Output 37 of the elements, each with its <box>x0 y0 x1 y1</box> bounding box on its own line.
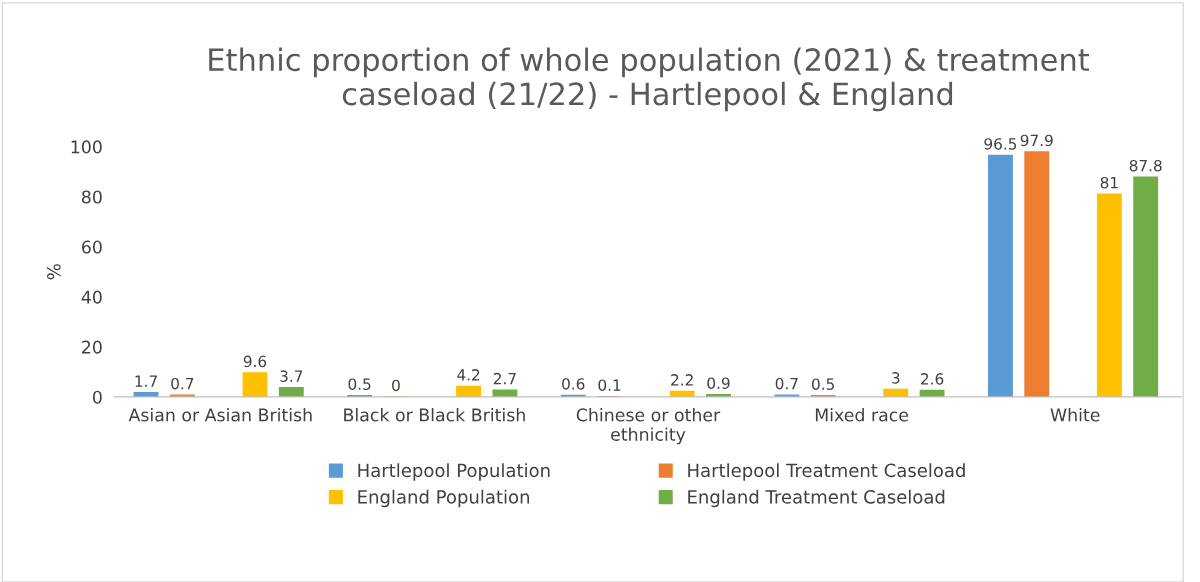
data-label: 3.7 <box>280 370 303 382</box>
x-tick-label: Chinese or other ethnicity <box>576 408 721 445</box>
x-tick-label: Asian or Asian British <box>128 408 312 422</box>
data-label: 4.2 <box>457 369 480 381</box>
data-label: 97.9 <box>1020 134 1053 147</box>
data-label: 0.5 <box>812 378 834 390</box>
data-label: 0 <box>392 379 400 392</box>
data-label: 1.7 <box>135 375 157 387</box>
x-tick-label: White <box>1050 408 1100 422</box>
data-label: 0.5 <box>348 378 371 390</box>
legend-label: England Population <box>358 489 529 508</box>
y-tick-label: 60 <box>82 240 102 254</box>
y-axis-title: % <box>47 264 61 280</box>
data-label: 96.5 <box>984 138 1017 150</box>
data-label: 0.7 <box>171 377 194 390</box>
data-label: 2.7 <box>493 372 516 385</box>
data-label: 0.6 <box>562 378 585 390</box>
y-tick-label: 80 <box>81 190 102 204</box>
legend-label: Hartlepool Population <box>358 463 550 481</box>
data-label: 81 <box>1100 176 1118 189</box>
chart-title: Ethnic proportion of whole population (2021) & treatment caseload (21/22) - Hartlepool & England <box>209 47 1090 112</box>
y-tick-label: 20 <box>82 340 102 354</box>
legend-label: Hartlepool Treatment Caseload <box>688 463 965 481</box>
y-tick-label: 0 <box>92 390 102 404</box>
data-label: 87.8 <box>1129 159 1162 172</box>
data-label: 0.9 <box>707 377 730 389</box>
data-label: 3 <box>892 372 900 384</box>
data-label: 2.6 <box>921 373 944 385</box>
x-tick-label: Black or Black British <box>344 408 525 422</box>
data-label: 0.1 <box>598 379 621 391</box>
data-label: 0.7 <box>775 377 798 390</box>
y-tick-label: 40 <box>81 290 102 304</box>
x-tick-label: Mixed race <box>815 408 909 422</box>
data-label: 2.2 <box>671 374 693 386</box>
y-tick-label: 100 <box>71 140 102 154</box>
data-label: 9.6 <box>243 355 267 368</box>
legend-label: England Treatment Caseload <box>688 489 945 508</box>
